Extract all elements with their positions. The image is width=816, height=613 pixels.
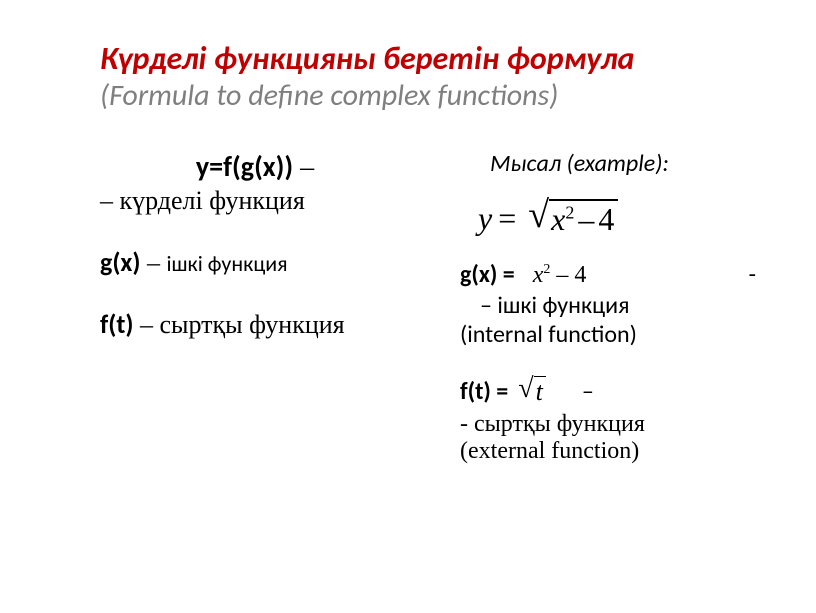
ft-ex-sqrt: √ t bbox=[518, 375, 546, 407]
gx-ex-label: g(x) = bbox=[460, 260, 515, 289]
example-equation: y = √ x2–4 bbox=[478, 196, 766, 240]
ft-dash: – bbox=[133, 310, 159, 339]
ft-definition: f(t) – сыртқы функция bbox=[100, 308, 430, 340]
complex-function-desc: – күрделі функция bbox=[100, 186, 430, 216]
formula-dash: – bbox=[293, 152, 314, 183]
slide-content: Күрделі функцияны беретін формула (Formu… bbox=[0, 0, 816, 495]
gx-definition: g(x) – ішкі функция bbox=[100, 246, 430, 278]
sqrt-t-icon: √ bbox=[518, 373, 533, 405]
gx-ex-desc-en: (internal function) bbox=[460, 320, 766, 349]
left-column: y=f(g(x)) – – күрделі функция g(x) – ішк… bbox=[100, 149, 430, 465]
sqrt-minus: – bbox=[578, 201, 594, 237]
eq-lhs: y bbox=[478, 200, 492, 237]
right-column: Мысал (example): y = √ x2–4 g(x) = x2 – … bbox=[460, 149, 766, 465]
sqrt-num: 4 bbox=[598, 201, 614, 237]
sqrt-expression: √ x2–4 bbox=[528, 196, 618, 240]
gx-desc: ішкі функция bbox=[166, 250, 287, 277]
sqrt-body: x2–4 bbox=[549, 199, 618, 238]
gx-dash: – bbox=[140, 248, 166, 277]
ft-ex-trail: – bbox=[582, 377, 594, 406]
gx-ex-minus: – bbox=[556, 262, 568, 288]
sqrt-t-body: t bbox=[534, 376, 546, 407]
example-label: Мысал (example): bbox=[490, 149, 766, 178]
gx-ex-trail: - bbox=[749, 260, 756, 289]
gx-ex-num: 4 bbox=[574, 262, 586, 288]
main-formula: y=f(g(x)) – bbox=[80, 149, 430, 184]
title-block: Күрделі функцияны беретін формула (Formu… bbox=[100, 40, 766, 114]
sqrt-x: x bbox=[551, 201, 565, 237]
title-subtitle: (Formula to define complex functions) bbox=[100, 78, 766, 114]
sqrt-sup: 2 bbox=[565, 202, 574, 222]
gx-ex-x: x bbox=[533, 262, 544, 288]
sqrt-icon: √ bbox=[528, 193, 549, 237]
content-columns: y=f(g(x)) – – күрделі функция g(x) – ішк… bbox=[100, 149, 766, 465]
eq-sign: = bbox=[498, 200, 516, 237]
title-main: Күрделі функцияны беретін формула bbox=[100, 40, 766, 78]
ft-ex-label: f(t) = bbox=[460, 377, 508, 406]
ft-desc: сыртқы функция bbox=[159, 310, 344, 339]
gx-symbol: g(x) bbox=[100, 246, 140, 278]
gx-ex-sup: 2 bbox=[543, 262, 550, 277]
ft-symbol: f(t) bbox=[100, 308, 133, 340]
ft-example-line: f(t) = √ t – bbox=[460, 375, 766, 407]
ft-ex-desc-en: (external function) bbox=[460, 438, 766, 465]
gx-ex-expr: x2 – 4 bbox=[533, 262, 587, 289]
ft-ex-desc: - сыртқы функция bbox=[460, 411, 766, 438]
gx-example-line: g(x) = x2 – 4 - bbox=[460, 260, 766, 289]
formula-expr: y=f(g(x)) bbox=[196, 149, 293, 184]
gx-ex-desc: – ішкі функция bbox=[480, 291, 766, 320]
